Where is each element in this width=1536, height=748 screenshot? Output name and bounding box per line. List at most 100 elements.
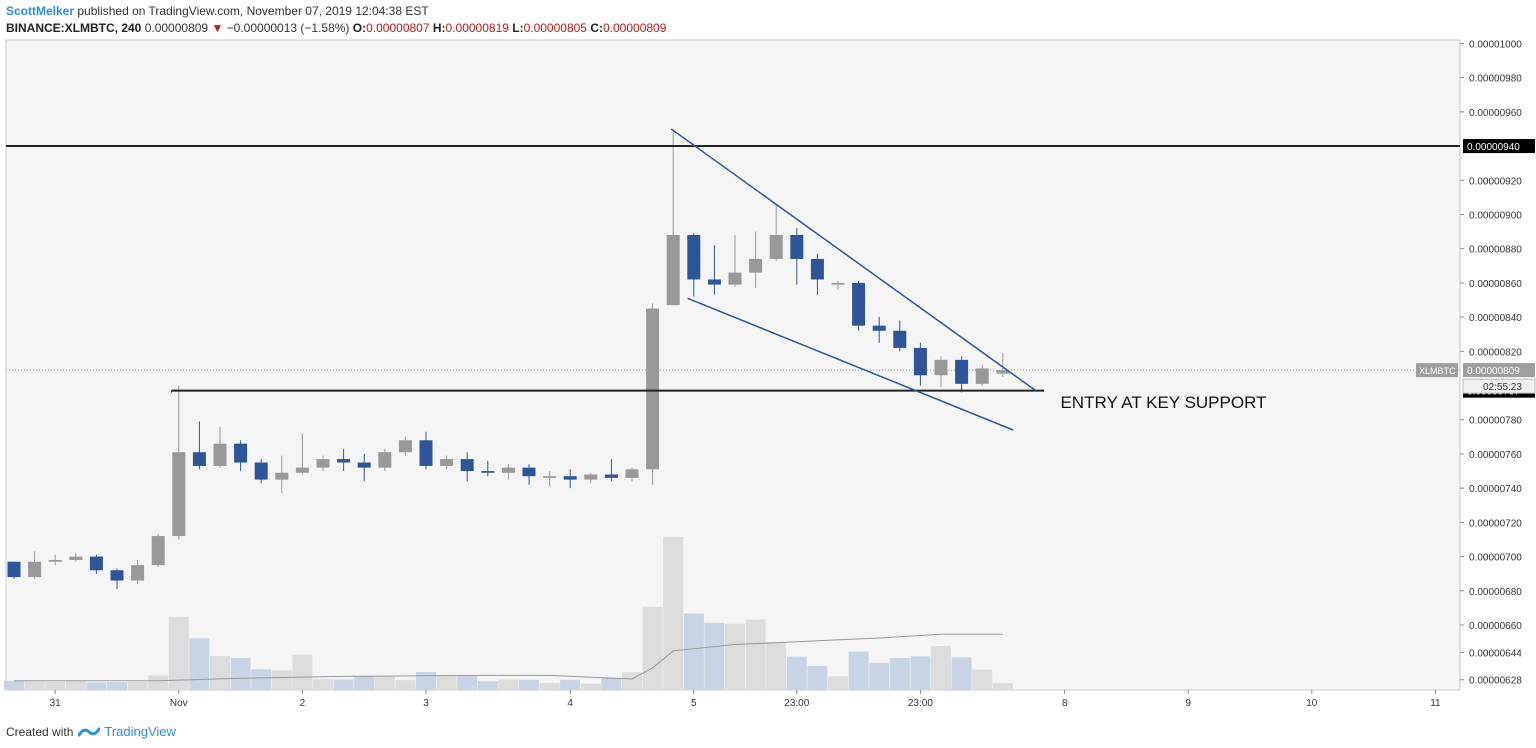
volume-bar[interactable] [251, 669, 272, 690]
candle-down[interactable] [872, 325, 886, 331]
candle-down[interactable] [893, 330, 907, 348]
volume-bar[interactable] [560, 679, 581, 690]
volume-bar[interactable] [498, 679, 519, 690]
candle-down[interactable] [234, 443, 248, 463]
volume-bar[interactable] [395, 680, 416, 690]
volume-bar[interactable] [271, 670, 292, 690]
volume-bar[interactable] [992, 683, 1013, 690]
candle-down[interactable] [337, 459, 351, 463]
volume-bar[interactable] [601, 677, 622, 690]
candle-up[interactable] [295, 467, 309, 473]
lower-wedge-trendline[interactable] [687, 297, 1014, 431]
volume-bar[interactable] [580, 683, 601, 690]
candle-up[interactable] [996, 370, 1010, 374]
candle-up[interactable] [213, 443, 227, 466]
candle-down[interactable] [687, 235, 701, 280]
candle-up[interactable] [625, 469, 639, 478]
candle-down[interactable] [7, 561, 21, 578]
candle-up[interactable] [934, 359, 948, 376]
volume-bar[interactable] [127, 681, 148, 690]
candle-up[interactable] [316, 459, 330, 468]
volume-bar[interactable] [416, 671, 436, 690]
candle-down[interactable] [852, 282, 866, 326]
candle-up[interactable] [769, 235, 783, 259]
volume-bar[interactable] [828, 676, 848, 690]
volume-bar[interactable] [539, 682, 560, 690]
volume-bar[interactable] [230, 658, 251, 690]
volume-bar[interactable] [210, 656, 230, 690]
volume-bar[interactable] [704, 622, 725, 690]
candle-down[interactable] [89, 556, 103, 571]
candle-down[interactable] [790, 235, 804, 259]
plot-area[interactable] [5, 39, 1461, 691]
candle-down[interactable] [913, 347, 927, 376]
volume-bar[interactable] [519, 679, 539, 690]
candle-down[interactable] [357, 462, 371, 468]
candle-down[interactable] [955, 359, 969, 384]
volume-bar[interactable] [333, 679, 354, 690]
candle-down[interactable] [707, 279, 721, 285]
candle-down[interactable] [563, 476, 577, 480]
candle-up[interactable] [666, 235, 680, 306]
volume-bar[interactable] [725, 623, 745, 690]
candle-up[interactable] [69, 556, 83, 560]
candle-up[interactable] [646, 308, 660, 470]
volume-bar[interactable] [910, 656, 931, 690]
volume-bar[interactable] [45, 681, 66, 690]
volume-bar[interactable] [168, 616, 189, 690]
upper-wedge-trendline[interactable] [670, 128, 1037, 392]
volume-bar[interactable] [889, 658, 910, 690]
volume-bar[interactable] [148, 675, 169, 690]
volume-bar[interactable] [354, 676, 375, 690]
candle-down[interactable] [254, 462, 268, 480]
candle-up[interactable] [398, 440, 412, 453]
volume-bar[interactable] [972, 669, 993, 690]
volume-bar[interactable] [663, 537, 684, 690]
volume-bar[interactable] [869, 662, 890, 690]
volume-bar[interactable] [313, 679, 333, 690]
candle-up[interactable] [151, 536, 165, 566]
candle-down[interactable] [460, 459, 474, 472]
volume-bar[interactable] [786, 656, 807, 690]
candle-up[interactable] [975, 368, 989, 384]
candle-up[interactable] [831, 282, 845, 285]
candle-up[interactable] [28, 561, 42, 578]
candle-up[interactable] [378, 452, 392, 468]
volume-bar[interactable] [374, 676, 395, 690]
volume-bar[interactable] [292, 654, 313, 690]
volume-bar[interactable] [931, 646, 951, 690]
volume-bar[interactable] [4, 680, 24, 690]
author-link[interactable]: ScottMelker [6, 4, 75, 18]
volume-bar[interactable] [477, 681, 498, 690]
volume-bar[interactable] [683, 613, 704, 691]
candle-down[interactable] [522, 467, 536, 477]
candle-down[interactable] [110, 570, 124, 581]
candle-up[interactable] [48, 560, 62, 562]
candle-up[interactable] [501, 467, 515, 473]
candle-down[interactable] [481, 471, 495, 473]
candle-down[interactable] [419, 440, 433, 466]
volume-bar[interactable] [745, 619, 766, 690]
candle-up[interactable] [584, 474, 598, 480]
tradingview-brand[interactable]: TradingView [104, 724, 176, 739]
candle-up[interactable] [275, 472, 289, 480]
volume-bar[interactable] [65, 680, 86, 690]
volume-bar[interactable] [951, 657, 972, 690]
volume-bar[interactable] [86, 682, 107, 690]
volume-bar[interactable] [436, 675, 457, 690]
candle-down[interactable] [810, 258, 824, 280]
candle-up[interactable] [172, 452, 186, 537]
volume-bar[interactable] [807, 665, 828, 690]
candle-up[interactable] [543, 476, 557, 478]
candle-down[interactable] [192, 452, 206, 466]
volume-bar[interactable] [189, 638, 210, 690]
volume-bar[interactable] [848, 651, 869, 690]
candle-up[interactable] [440, 459, 454, 466]
volume-bar[interactable] [107, 682, 127, 690]
volume-bar[interactable] [766, 642, 787, 690]
volume-bar[interactable] [642, 606, 663, 690]
volume-bar[interactable] [457, 675, 478, 690]
price-chart[interactable]: 0.00000628 0.00000644 0.00000660 0.00000680… [0, 0, 1536, 720]
candle-up[interactable] [728, 272, 742, 285]
candle-up[interactable] [749, 258, 763, 273]
